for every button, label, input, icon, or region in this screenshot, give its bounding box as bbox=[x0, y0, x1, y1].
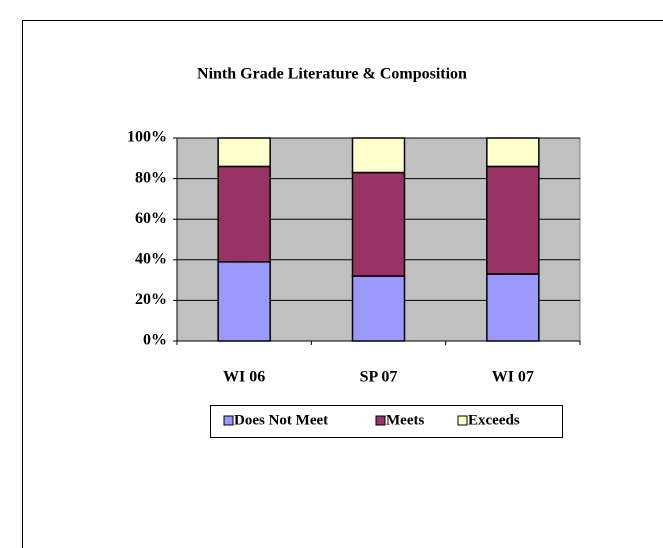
bar-segment bbox=[351, 275, 406, 342]
bar-segment bbox=[351, 171, 406, 277]
y-tick-label: 0% bbox=[143, 332, 167, 349]
bar-segment bbox=[486, 137, 540, 168]
y-tick-label: 100% bbox=[127, 129, 167, 146]
bar-segment bbox=[486, 165, 540, 275]
legend-label: Exceeds bbox=[468, 412, 520, 428]
bar-segment bbox=[351, 137, 406, 174]
y-tick-label: 60% bbox=[135, 210, 167, 227]
legend-label: Does Not Meet bbox=[234, 412, 328, 428]
legend-swatch bbox=[223, 415, 234, 426]
legend-swatch bbox=[375, 415, 386, 426]
legend-label: Meets bbox=[386, 412, 424, 428]
y-tick-label: 40% bbox=[135, 250, 167, 267]
legend-box bbox=[210, 405, 563, 438]
bar-segment bbox=[217, 261, 271, 342]
x-tick-label: WI 06 bbox=[223, 369, 265, 386]
bar-segment bbox=[217, 137, 271, 168]
chart-title: Ninth Grade Literature & Composition bbox=[197, 66, 467, 83]
bar-segment bbox=[217, 165, 271, 263]
y-tick-label: 80% bbox=[135, 169, 167, 186]
x-tick-label: SP 07 bbox=[360, 369, 398, 386]
legend-swatch bbox=[457, 415, 468, 426]
bar-segment bbox=[486, 273, 540, 342]
y-tick-label: 20% bbox=[135, 291, 167, 308]
x-tick-label: WI 07 bbox=[492, 369, 534, 386]
